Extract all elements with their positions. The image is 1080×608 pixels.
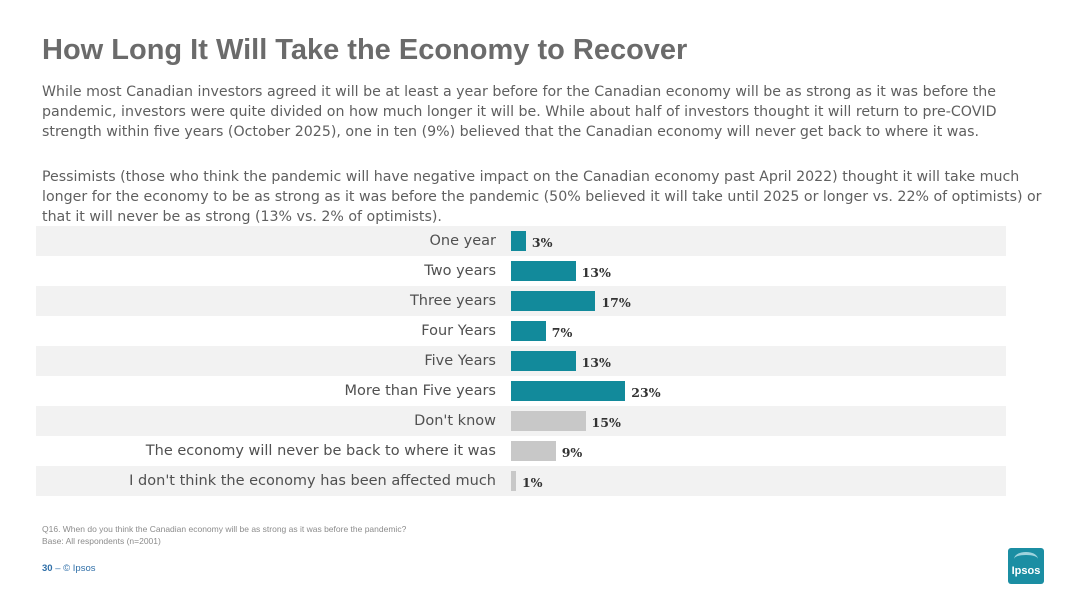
bar-value-label: 23%	[631, 385, 661, 400]
ipsos-logo: Ipsos	[1008, 548, 1044, 584]
bar-value-label: 13%	[581, 355, 611, 370]
base-footnote: Base: All respondents (n=2001)	[42, 536, 161, 546]
bar	[511, 441, 556, 461]
bar-value-label: 7%	[551, 325, 573, 340]
footer-separator: –	[55, 563, 61, 574]
chart-row	[36, 466, 1006, 496]
bar-value-label: 1%	[521, 475, 543, 490]
bar-value-label: 15%	[591, 415, 621, 430]
bar-value-label: 13%	[581, 265, 611, 280]
bar	[511, 261, 576, 281]
category-label: One year	[429, 233, 496, 249]
intro-paragraph: While most Canadian investors agreed it …	[42, 84, 997, 140]
category-label: Two years	[424, 263, 496, 279]
pessimists-paragraph: Pessimists (those who think the pandemic…	[42, 169, 1042, 225]
bar	[511, 291, 596, 311]
horizontal-bar-chart: One year 3% Two years 13% Three years 17% Four…	[0, 226, 1080, 498]
bar	[511, 321, 546, 341]
question-footnote: Q16. When do you think the Canadian econ…	[42, 524, 407, 534]
category-label: Five Years	[424, 353, 496, 369]
bar	[511, 471, 516, 491]
bar	[511, 231, 526, 251]
copyright-text: © Ipsos	[63, 563, 96, 574]
logo-text: Ipsos	[1011, 565, 1041, 577]
logo-swoosh-icon	[1014, 552, 1038, 566]
bar-value-label: 9%	[561, 445, 583, 460]
category-label: I don't think the economy has been affec…	[129, 473, 496, 489]
bar-value-label: 3%	[531, 235, 553, 250]
page-footer: 30 – © Ipsos	[42, 563, 96, 574]
category-label: Don't know	[414, 413, 496, 429]
bar	[511, 381, 626, 401]
page-number: 30	[42, 563, 53, 574]
category-label: Four Years	[421, 323, 496, 339]
bar	[511, 351, 576, 371]
category-label: Three years	[409, 293, 496, 309]
bar	[511, 411, 586, 431]
page-title: How Long It Will Take the Economy to Rec…	[42, 34, 688, 66]
category-label: More than Five years	[344, 383, 496, 399]
category-label: The economy will never be back to where …	[145, 443, 496, 459]
bar-value-label: 17%	[601, 295, 631, 310]
